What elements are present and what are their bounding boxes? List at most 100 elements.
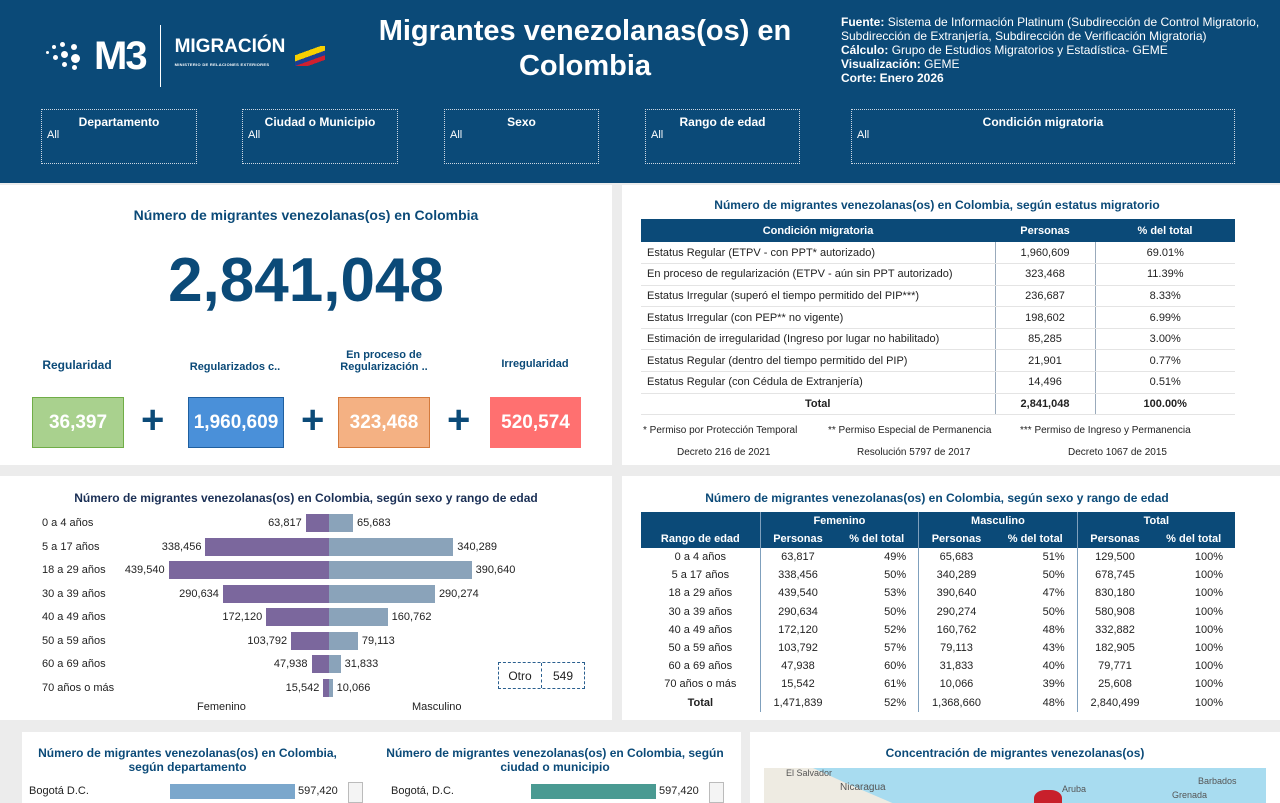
migracion-logo: MIGRACIÓN MINISTERIO DE RELACIONES EXTERI… <box>174 36 286 67</box>
bar-femenino[interactable] <box>266 608 329 626</box>
bar-femenino[interactable] <box>205 537 329 556</box>
table-cell: 48% <box>1042 623 1065 636</box>
bar-femenino[interactable] <box>222 584 329 603</box>
total-row[interactable]: Total 2,841,048 100.00% <box>641 393 1235 416</box>
age-label: 60 a 69 años <box>42 658 106 670</box>
table-cell: 0.51% <box>1094 371 1235 394</box>
table-cell: 830,180 <box>1076 584 1153 603</box>
page-title: Migrantes venezolanas(os) en Colombia <box>378 15 792 82</box>
table-cell: 31,833 <box>918 657 994 676</box>
otro-box[interactable]: Otro 549 <box>498 662 585 689</box>
table-row[interactable]: En proceso de regularización (ETPV - aún… <box>641 263 1235 286</box>
table-cell: 390,640 <box>918 584 994 603</box>
otro-value: 549 <box>541 663 584 688</box>
pyramid-row: 50 a 59 años 103,792 79,113 <box>0 631 612 650</box>
table-row[interactable]: Estatus Regular (dentro del tiempo permi… <box>641 349 1235 373</box>
map-title: Concentración de migrantes venezolanas(o… <box>885 746 1145 760</box>
age-label: 30 a 39 años <box>42 587 106 600</box>
value-femenino: 103,792 <box>247 634 288 647</box>
table-cell: 580,908 <box>1076 602 1153 621</box>
dept-scrollbar[interactable] <box>348 782 363 803</box>
table-cell: 11.39% <box>1094 263 1235 286</box>
city-bar[interactable] <box>531 784 656 799</box>
filter-rango-edad[interactable]: Rango de edad All <box>645 109 800 164</box>
pyramid-row: 70 años o más 15,542 10,066 <box>0 678 612 697</box>
bar-masculino[interactable] <box>329 537 454 556</box>
bar-femenino[interactable] <box>291 631 329 650</box>
bar-femenino[interactable] <box>168 561 329 579</box>
col-header: % del total <box>1152 530 1235 548</box>
value-femenino: 439,540 <box>124 564 165 576</box>
bar-femenino[interactable] <box>323 678 329 697</box>
kpi-regularidad[interactable]: 36,397 <box>32 397 124 448</box>
bar-masculino[interactable] <box>329 514 353 532</box>
city-scrollbar[interactable] <box>709 782 724 803</box>
table-row[interactable]: Estatus Irregular (superó el tiempo perm… <box>641 285 1235 308</box>
dept-row-name[interactable]: Bogotá D.C. <box>29 785 89 797</box>
bar-masculino[interactable] <box>329 631 358 650</box>
city-row-name[interactable]: Bogotá, D.C. <box>391 785 454 797</box>
table-row[interactable]: Estatus Irregular (con PEP** no vigente)… <box>641 306 1235 329</box>
table-row[interactable]: 60 a 69 años 47,938 60% 31,833 40% 79,771 100% <box>641 657 1235 676</box>
table-row[interactable]: 30 a 39 años 290,634 50% 290,274 50% 580,908 1… <box>641 602 1235 621</box>
table-cell: 60% <box>884 660 907 673</box>
table-cell: 65,683 <box>918 548 994 567</box>
table-cell: 52% <box>884 696 907 709</box>
filter-sexo[interactable]: Sexo All <box>444 109 599 164</box>
group-header: Masculino <box>918 512 1078 530</box>
table-cell: 100% <box>1194 587 1223 600</box>
otro-label: Otro <box>508 668 532 683</box>
table-cell: 100% <box>1194 605 1223 618</box>
col-header: % del total <box>835 530 919 548</box>
pyramid-row: 60 a 69 años 47,938 31,833 <box>0 655 612 673</box>
table-row[interactable]: 18 a 29 años 439,540 53% 390,640 47% 830,180 1… <box>641 584 1235 603</box>
table-cell: Total <box>641 393 995 416</box>
kpi-en-proceso[interactable]: 323,468 <box>338 397 430 448</box>
map-label: Aruba <box>1062 784 1087 794</box>
kpi-regularizados[interactable]: 1,960,609 <box>188 397 284 448</box>
table-row[interactable]: 70 años o más 15,542 61% 10,066 39% 25,608 100… <box>641 675 1235 694</box>
map[interactable]: El Salvador Nicaragua Aruba Barbados Gre… <box>764 768 1266 803</box>
table-cell: 50% <box>884 605 907 618</box>
bar-femenino[interactable] <box>305 514 329 532</box>
kpi-irregularidad[interactable]: 520,574 <box>490 397 581 448</box>
table-cell: Estatus Regular (ETPV - con PPT* autoriz… <box>641 242 995 265</box>
bar-masculino[interactable] <box>329 608 388 626</box>
pyramid-row: 30 a 39 años 290,634 290,274 <box>0 584 612 603</box>
table-cell: 79,113 <box>918 638 994 658</box>
table-cell: 2,841,048 <box>994 393 1095 416</box>
dept-row-value: 597,420 <box>298 785 338 797</box>
value-femenino: 15,542 <box>285 681 320 694</box>
filter-condicion[interactable]: Condición migratoria All <box>851 109 1235 164</box>
bar-masculino[interactable] <box>329 678 333 697</box>
logo: M3 MIGRACIÓN MINISTERIO DE RELACIONES EXT… <box>44 24 326 88</box>
table-row[interactable]: 0 a 4 años 63,817 49% 65,683 51% 129,500 100% <box>641 548 1235 567</box>
m3-logo: M3 <box>94 33 148 78</box>
table-row[interactable]: 5 a 17 años 338,456 50% 340,289 50% 678,745 10… <box>641 566 1235 585</box>
table-cell: 0.77% <box>1094 349 1235 373</box>
value-masculino: 31,833 <box>344 658 379 670</box>
filter-ciudad[interactable]: Ciudad o Municipio All <box>242 109 398 164</box>
table-cell: 63,817 <box>759 548 836 567</box>
table-row[interactable]: Estatus Regular (ETPV - con PPT* autoriz… <box>641 242 1235 265</box>
bar-femenino[interactable] <box>311 655 329 673</box>
table-cell: 3.00% <box>1094 328 1235 351</box>
value-masculino: 290,274 <box>438 587 479 600</box>
table-cell: Estatus Irregular (superó el tiempo perm… <box>641 285 995 308</box>
table-cell: 182,905 <box>1076 638 1153 658</box>
bar-masculino[interactable] <box>329 561 472 579</box>
table-row[interactable]: Estimación de irregularidad (Ingreso por… <box>641 328 1235 351</box>
table-cell: 49% <box>884 551 907 564</box>
pyramid-title: Número de migrantes venezolanas(os) en C… <box>74 491 538 505</box>
table-cell: 39% <box>1042 678 1065 691</box>
table-row[interactable]: 50 a 59 años 103,792 57% 79,113 43% 182,905 10… <box>641 638 1235 658</box>
bar-masculino[interactable] <box>329 584 435 603</box>
filter-departamento[interactable]: Departamento All <box>41 109 197 164</box>
table-row[interactable]: Estatus Regular (con Cédula de Extranjer… <box>641 371 1235 394</box>
bar-masculino[interactable] <box>329 655 341 673</box>
table-row[interactable]: 40 a 49 años 172,120 52% 160,762 48% 332,882 1… <box>641 620 1235 639</box>
total-row[interactable]: Total 1,471,839 52% 1,368,660 48% 2,840,499 10… <box>641 693 1235 712</box>
table-cell: 8.33% <box>1094 285 1235 308</box>
dept-bar[interactable] <box>170 784 295 799</box>
value-masculino: 390,640 <box>475 564 516 576</box>
